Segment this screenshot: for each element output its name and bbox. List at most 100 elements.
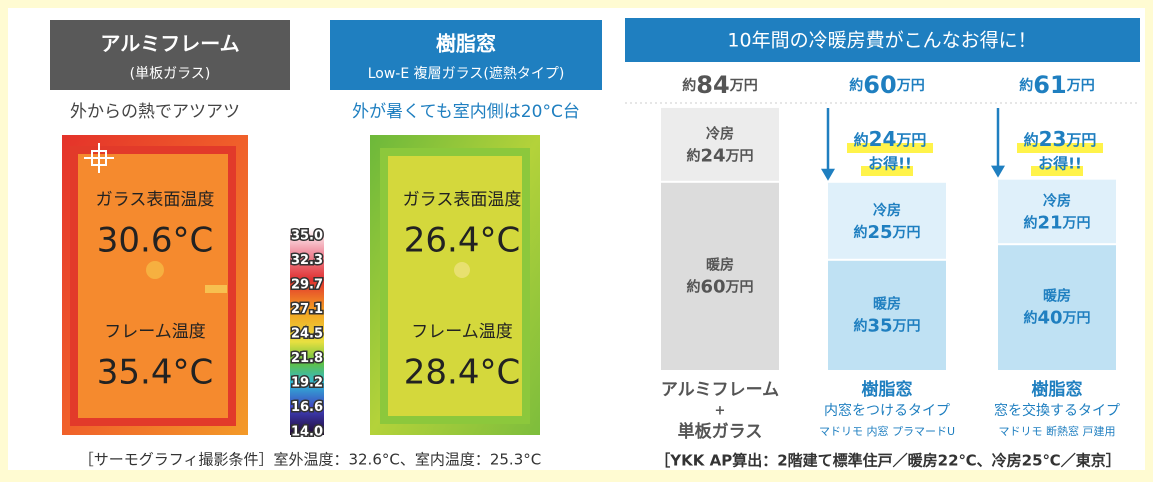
amount: 35 — [867, 315, 892, 336]
highlight — [1031, 166, 1083, 176]
unit: 万円 — [1065, 131, 1096, 149]
unit: 万円 — [895, 131, 926, 149]
scale-label: 27.1 — [291, 302, 323, 317]
overlay-temp: 35.4°C — [97, 353, 213, 393]
column-label: + — [715, 404, 726, 419]
bar-label: 冷房 — [1043, 192, 1071, 209]
column-label: 窓を交換するタイプ — [994, 402, 1120, 419]
total: 約60万円 — [849, 71, 924, 99]
unit: 万円 — [725, 148, 754, 164]
bar-value: 約21万円 — [1023, 212, 1090, 233]
amount: 23 — [1039, 127, 1067, 151]
saving-suffix: お得!! — [1038, 155, 1082, 173]
saving: 約23万円 — [1024, 127, 1097, 151]
scale-label: 21.8 — [291, 351, 323, 366]
total: 約84万円 — [682, 71, 757, 99]
scale-labels: 35.0 32.3 29.7 27.1 24.5 21.8 19.2 16.6 14.0 — [289, 227, 324, 441]
knob — [454, 262, 470, 278]
scale-label: 16.6 — [291, 400, 323, 415]
amount: 25 — [867, 222, 892, 243]
prefix: 約 — [686, 147, 700, 164]
prefix: 約 — [853, 317, 867, 334]
total: 約61万円 — [1019, 71, 1094, 99]
scale-label: 14.0 — [291, 425, 323, 440]
arrow-head — [821, 168, 835, 181]
overlay-label: フレーム温度 — [411, 322, 513, 342]
cooling-bar — [998, 179, 1116, 244]
panel-subtitle: (単板ガラス) — [130, 66, 211, 82]
bar-label: 暖房 — [1043, 288, 1071, 305]
panel-title: アルミフレーム — [100, 32, 239, 56]
prefix: 約 — [1023, 310, 1037, 327]
heating-bar — [828, 260, 946, 370]
header-box — [50, 20, 290, 90]
footnote: ［YKK AP算出：2階建て標準住戸／暖房22℃、冷房25℃／東京］ — [655, 452, 1120, 470]
scale-label: 24.5 — [291, 327, 323, 342]
overlay-temp: 30.6°C — [97, 221, 213, 261]
unit: 万円 — [1062, 215, 1091, 231]
overlay-label: フレーム温度 — [104, 322, 206, 342]
amount: 24 — [700, 145, 725, 166]
amount: 61 — [1033, 71, 1066, 99]
bar-value: 約24万円 — [686, 145, 753, 166]
unit: 万円 — [892, 318, 921, 334]
highlight — [847, 143, 933, 153]
cooling-bar — [661, 107, 779, 181]
cooling-bar — [828, 182, 946, 259]
overlay-label: ガラス表面温度 — [96, 190, 215, 210]
prefix: 約 — [853, 224, 867, 241]
prefix: 約 — [682, 77, 696, 94]
heating-bar — [998, 245, 1116, 370]
column-label: 樹脂窓 — [862, 379, 913, 400]
footnote: ［サーモグラフィ撮影条件］室外温度：32.6°C、室内温度：25.3°C — [79, 451, 541, 469]
column-label: アルミフレーム — [661, 380, 779, 400]
handle — [205, 285, 227, 293]
amount: 24 — [869, 127, 897, 151]
amount: 84 — [696, 71, 729, 99]
column-label: 内窓をつけるタイプ — [824, 402, 950, 419]
amount: 60 — [863, 71, 896, 99]
arrow-head — [991, 165, 1005, 178]
unit: 万円 — [725, 279, 754, 295]
bar-value: 約40万円 — [1023, 308, 1090, 329]
scale-label: 29.7 — [291, 278, 323, 293]
overlay-temp: 26.4°C — [404, 221, 520, 261]
bar-label: 暖房 — [873, 295, 901, 312]
highlight — [1017, 143, 1103, 153]
column-label: 樹脂窓 — [1032, 379, 1083, 400]
highlight — [861, 166, 913, 176]
color-scale — [290, 228, 324, 435]
column-label: マドリモ 内窓 プラマードU — [819, 424, 955, 438]
amount: 40 — [1037, 308, 1062, 329]
unit: 万円 — [729, 78, 758, 94]
prefix: 約 — [854, 131, 869, 149]
bar-label: 冷房 — [706, 125, 734, 142]
amount: 60 — [700, 276, 725, 297]
panel-title: 樹脂窓 — [436, 32, 496, 56]
prefix: 約 — [1023, 214, 1037, 231]
comparison: 約84万円冷房約24万円暖房約60万円アルミフレーム+単板ガラス約60万円冷房約… — [661, 71, 1120, 442]
bar-value: 約35万円 — [853, 315, 920, 336]
caption: 外が暑くても室内側は20°C台 — [352, 102, 580, 122]
section-title: 10年間の冷暖房費がこんなお得に！ — [727, 30, 1036, 52]
bar-label: 暖房 — [706, 256, 734, 273]
prefix: 約 — [1019, 77, 1033, 94]
heating-bar — [661, 182, 779, 370]
prefix: 約 — [1024, 131, 1039, 149]
panel-subtitle: Low-E 複層ガラス(遮熱タイプ) — [368, 65, 565, 82]
crosshair — [84, 143, 114, 173]
knob — [146, 261, 164, 279]
unit: 万円 — [892, 225, 921, 241]
overlay-temp: 28.4°C — [404, 353, 520, 393]
scale-label: 35.0 — [291, 229, 323, 244]
prefix: 約 — [849, 77, 863, 94]
bar-value: 約25万円 — [853, 222, 920, 243]
column-label: マドリモ 断熱窓 戸建用 — [999, 424, 1116, 438]
bar-label: 冷房 — [873, 202, 901, 219]
unit: 万円 — [1066, 78, 1095, 94]
amount: 21 — [1037, 212, 1062, 233]
unit: 万円 — [1062, 311, 1091, 327]
unit: 万円 — [896, 78, 925, 94]
saving-suffix: お得!! — [868, 155, 912, 173]
saving: 約24万円 — [854, 127, 927, 151]
